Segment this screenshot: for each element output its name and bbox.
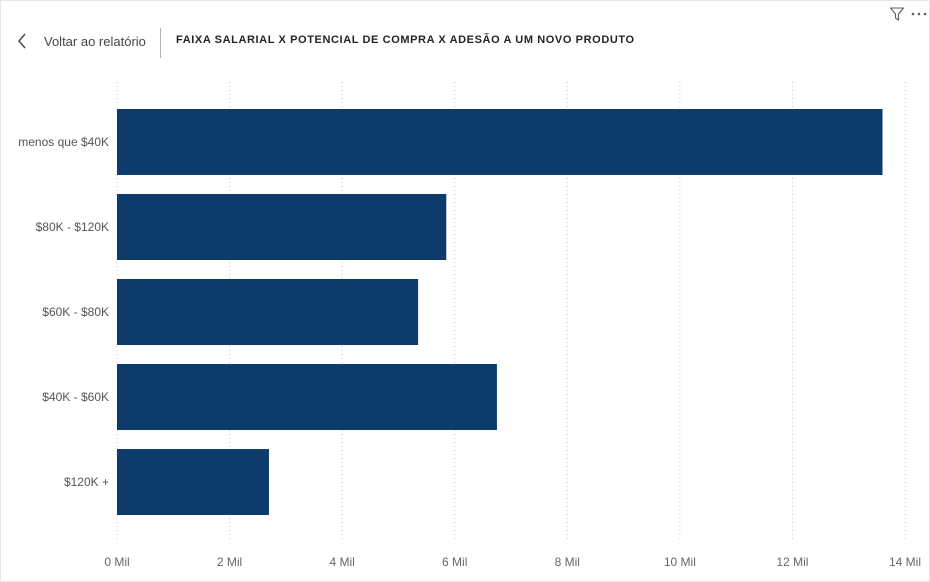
x-tick-label: 12 Mil (776, 555, 808, 569)
visual-title: FAIXA SALARIAL X POTENCIAL DE COMPRA X A… (176, 34, 635, 46)
bar[interactable] (117, 109, 883, 175)
category-label: menos que $40K (18, 135, 109, 149)
bar[interactable] (117, 364, 497, 430)
category-labels: menos que $40K $80K - $120K $60K - $80K $40… (18, 135, 109, 489)
category-label: $80K - $120K (36, 220, 109, 234)
chevron-left-icon (14, 31, 30, 51)
x-tick-label: 8 Mil (555, 555, 580, 569)
x-tick-label: 0 Mil (104, 555, 129, 569)
bars (117, 109, 883, 515)
back-to-report-label: Voltar ao relatório (44, 33, 146, 49)
category-label: $40K - $60K (42, 390, 109, 404)
bar[interactable] (117, 194, 447, 260)
visual-toolbar (886, 4, 930, 24)
x-tick-label: 2 Mil (217, 555, 242, 569)
x-tick-label: 6 Mil (442, 555, 467, 569)
category-label: $60K - $80K (42, 305, 109, 319)
bar[interactable] (117, 279, 419, 345)
more-options-icon[interactable] (908, 4, 930, 24)
back-to-report-button[interactable]: Voltar ao relatório (14, 28, 146, 54)
header-divider (160, 28, 161, 58)
x-axis-ticks: 0 Mil 2 Mil 4 Mil 6 Mil 8 Mil 10 Mil 12 Mil 14 … (104, 555, 921, 569)
focus-mode-header: Voltar ao relatório FAIXA SALARIAL X POT… (0, 0, 930, 78)
x-tick-label: 14 Mil (889, 555, 921, 569)
filter-icon[interactable] (886, 4, 908, 24)
x-tick-label: 10 Mil (664, 555, 696, 569)
bar[interactable] (117, 449, 269, 515)
category-label: $120K + (64, 475, 109, 489)
x-tick-label: 4 Mil (329, 555, 354, 569)
